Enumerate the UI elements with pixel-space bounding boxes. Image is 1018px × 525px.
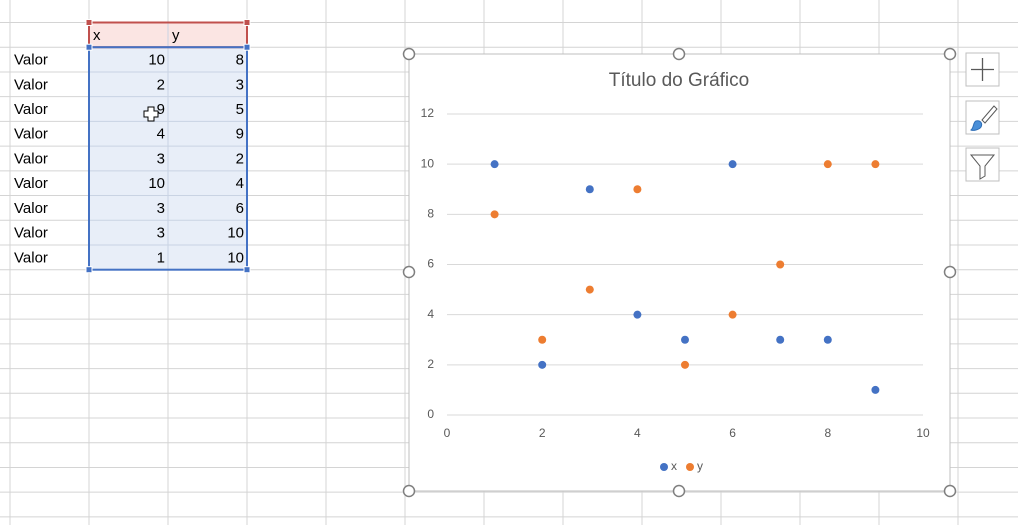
y-tick-label: 6 xyxy=(427,257,434,271)
y-tick-label: 8 xyxy=(427,207,434,221)
value-cell[interactable]: 10 xyxy=(148,175,165,192)
value-cell[interactable]: 2 xyxy=(236,150,244,167)
data-border[interactable] xyxy=(88,46,248,271)
scatter-point[interactable] xyxy=(871,385,880,394)
scatter-point[interactable] xyxy=(538,335,547,344)
legend-marker[interactable] xyxy=(686,463,694,471)
scatter-point[interactable] xyxy=(871,160,880,169)
resize-handle[interactable] xyxy=(672,484,686,498)
selection-handle[interactable] xyxy=(85,43,93,51)
x-tick-label: 4 xyxy=(634,426,641,440)
scatter-point[interactable] xyxy=(776,260,785,269)
value-cell[interactable]: 4 xyxy=(157,126,165,143)
value-cell[interactable]: 3 xyxy=(157,200,165,217)
header-cell[interactable]: y xyxy=(172,27,180,44)
resize-handle[interactable] xyxy=(672,47,686,61)
chart-area[interactable] xyxy=(408,53,951,492)
value-cell[interactable]: 5 xyxy=(236,101,244,118)
resize-handle[interactable] xyxy=(402,47,416,61)
x-tick-label: 10 xyxy=(916,426,930,440)
resize-handle[interactable] xyxy=(943,484,957,498)
selection-handle[interactable] xyxy=(85,19,93,26)
row-label-cell[interactable]: Valor xyxy=(14,150,48,167)
selection-handle[interactable] xyxy=(85,266,93,274)
row-label-cell[interactable]: Valor xyxy=(14,126,48,143)
mouse-cursor xyxy=(143,106,159,122)
filter-icon xyxy=(969,154,996,180)
header-cell[interactable]: x xyxy=(93,27,101,44)
value-cell[interactable]: 10 xyxy=(227,225,244,242)
value-cell[interactable]: 3 xyxy=(157,225,165,242)
row-label-cell[interactable]: Valor xyxy=(14,200,48,217)
scatter-point[interactable] xyxy=(585,285,594,294)
scatter-point[interactable] xyxy=(823,335,832,344)
row-label-cell[interactable]: Valor xyxy=(14,249,48,266)
resize-handle[interactable] xyxy=(402,265,416,279)
x-tick-label: 0 xyxy=(444,426,451,440)
value-cell[interactable]: 4 xyxy=(236,175,244,192)
y-tick-label: 0 xyxy=(427,407,434,421)
value-cell[interactable]: 10 xyxy=(148,52,165,69)
resize-handle[interactable] xyxy=(943,47,957,61)
row-label-cell[interactable]: Valor xyxy=(14,76,48,93)
selection-handle[interactable] xyxy=(243,19,251,26)
selection-handle[interactable] xyxy=(243,266,251,274)
row-label-cell[interactable]: Valor xyxy=(14,175,48,192)
value-cell[interactable]: 1 xyxy=(157,249,165,266)
x-tick-label: 6 xyxy=(729,426,736,440)
scatter-point[interactable] xyxy=(633,310,642,319)
legend-label[interactable]: x xyxy=(671,459,677,473)
value-cell[interactable]: 6 xyxy=(236,200,244,217)
value-cell[interactable]: 9 xyxy=(157,101,165,118)
value-cell[interactable]: 10 xyxy=(227,249,244,266)
scatter-point[interactable] xyxy=(776,335,785,344)
y-tick-label: 10 xyxy=(421,156,435,170)
scatter-point[interactable] xyxy=(538,360,547,369)
scatter-point[interactable] xyxy=(490,160,499,169)
legend-marker[interactable] xyxy=(660,463,668,471)
row-label-cell[interactable]: Valor xyxy=(14,225,48,242)
scatter-point[interactable] xyxy=(728,160,737,169)
value-cell[interactable]: 8 xyxy=(236,52,244,69)
chart-buttons[interactable] xyxy=(965,52,1000,182)
scatter-point[interactable] xyxy=(728,310,737,319)
value-cell[interactable]: 3 xyxy=(236,76,244,93)
value-cell[interactable]: 3 xyxy=(157,150,165,167)
value-cell[interactable]: 2 xyxy=(157,76,165,93)
cells[interactable]: x y Valor 10 8 Valor 2 3 Valor 9 5 Valor 4 9 Valor 3 2 Va… xyxy=(14,19,251,274)
x-tick-label: 8 xyxy=(824,426,831,440)
x-tick-label: 2 xyxy=(539,426,546,440)
row-label-cell[interactable]: Valor xyxy=(14,101,48,118)
y-tick-label: 12 xyxy=(421,106,435,120)
row-label-cell[interactable]: Valor xyxy=(14,52,48,69)
selection-handle[interactable] xyxy=(243,43,251,51)
brush-tip xyxy=(970,120,983,131)
legend-label[interactable]: y xyxy=(697,459,703,473)
y-tick-label: 2 xyxy=(427,357,434,371)
scatter-point[interactable] xyxy=(585,185,594,194)
y-tick-label: 4 xyxy=(427,307,434,321)
scatter-point[interactable] xyxy=(681,360,689,369)
chart-title[interactable]: Título do Gráfico xyxy=(609,70,749,91)
resize-handle[interactable] xyxy=(402,484,416,498)
scatter-point[interactable] xyxy=(823,160,832,169)
chart-object[interactable]: Título do Gráfico 0 2 4 6 8 10 12 0 2 4 6 8 10 x y xyxy=(402,47,957,498)
resize-handle[interactable] xyxy=(943,265,957,279)
scatter-point[interactable] xyxy=(490,210,499,219)
scatter-point[interactable] xyxy=(633,185,642,194)
scatter-point[interactable] xyxy=(681,335,689,344)
value-cell[interactable]: 9 xyxy=(236,126,244,143)
brush-icon xyxy=(981,105,998,124)
plus-icon xyxy=(971,58,994,81)
